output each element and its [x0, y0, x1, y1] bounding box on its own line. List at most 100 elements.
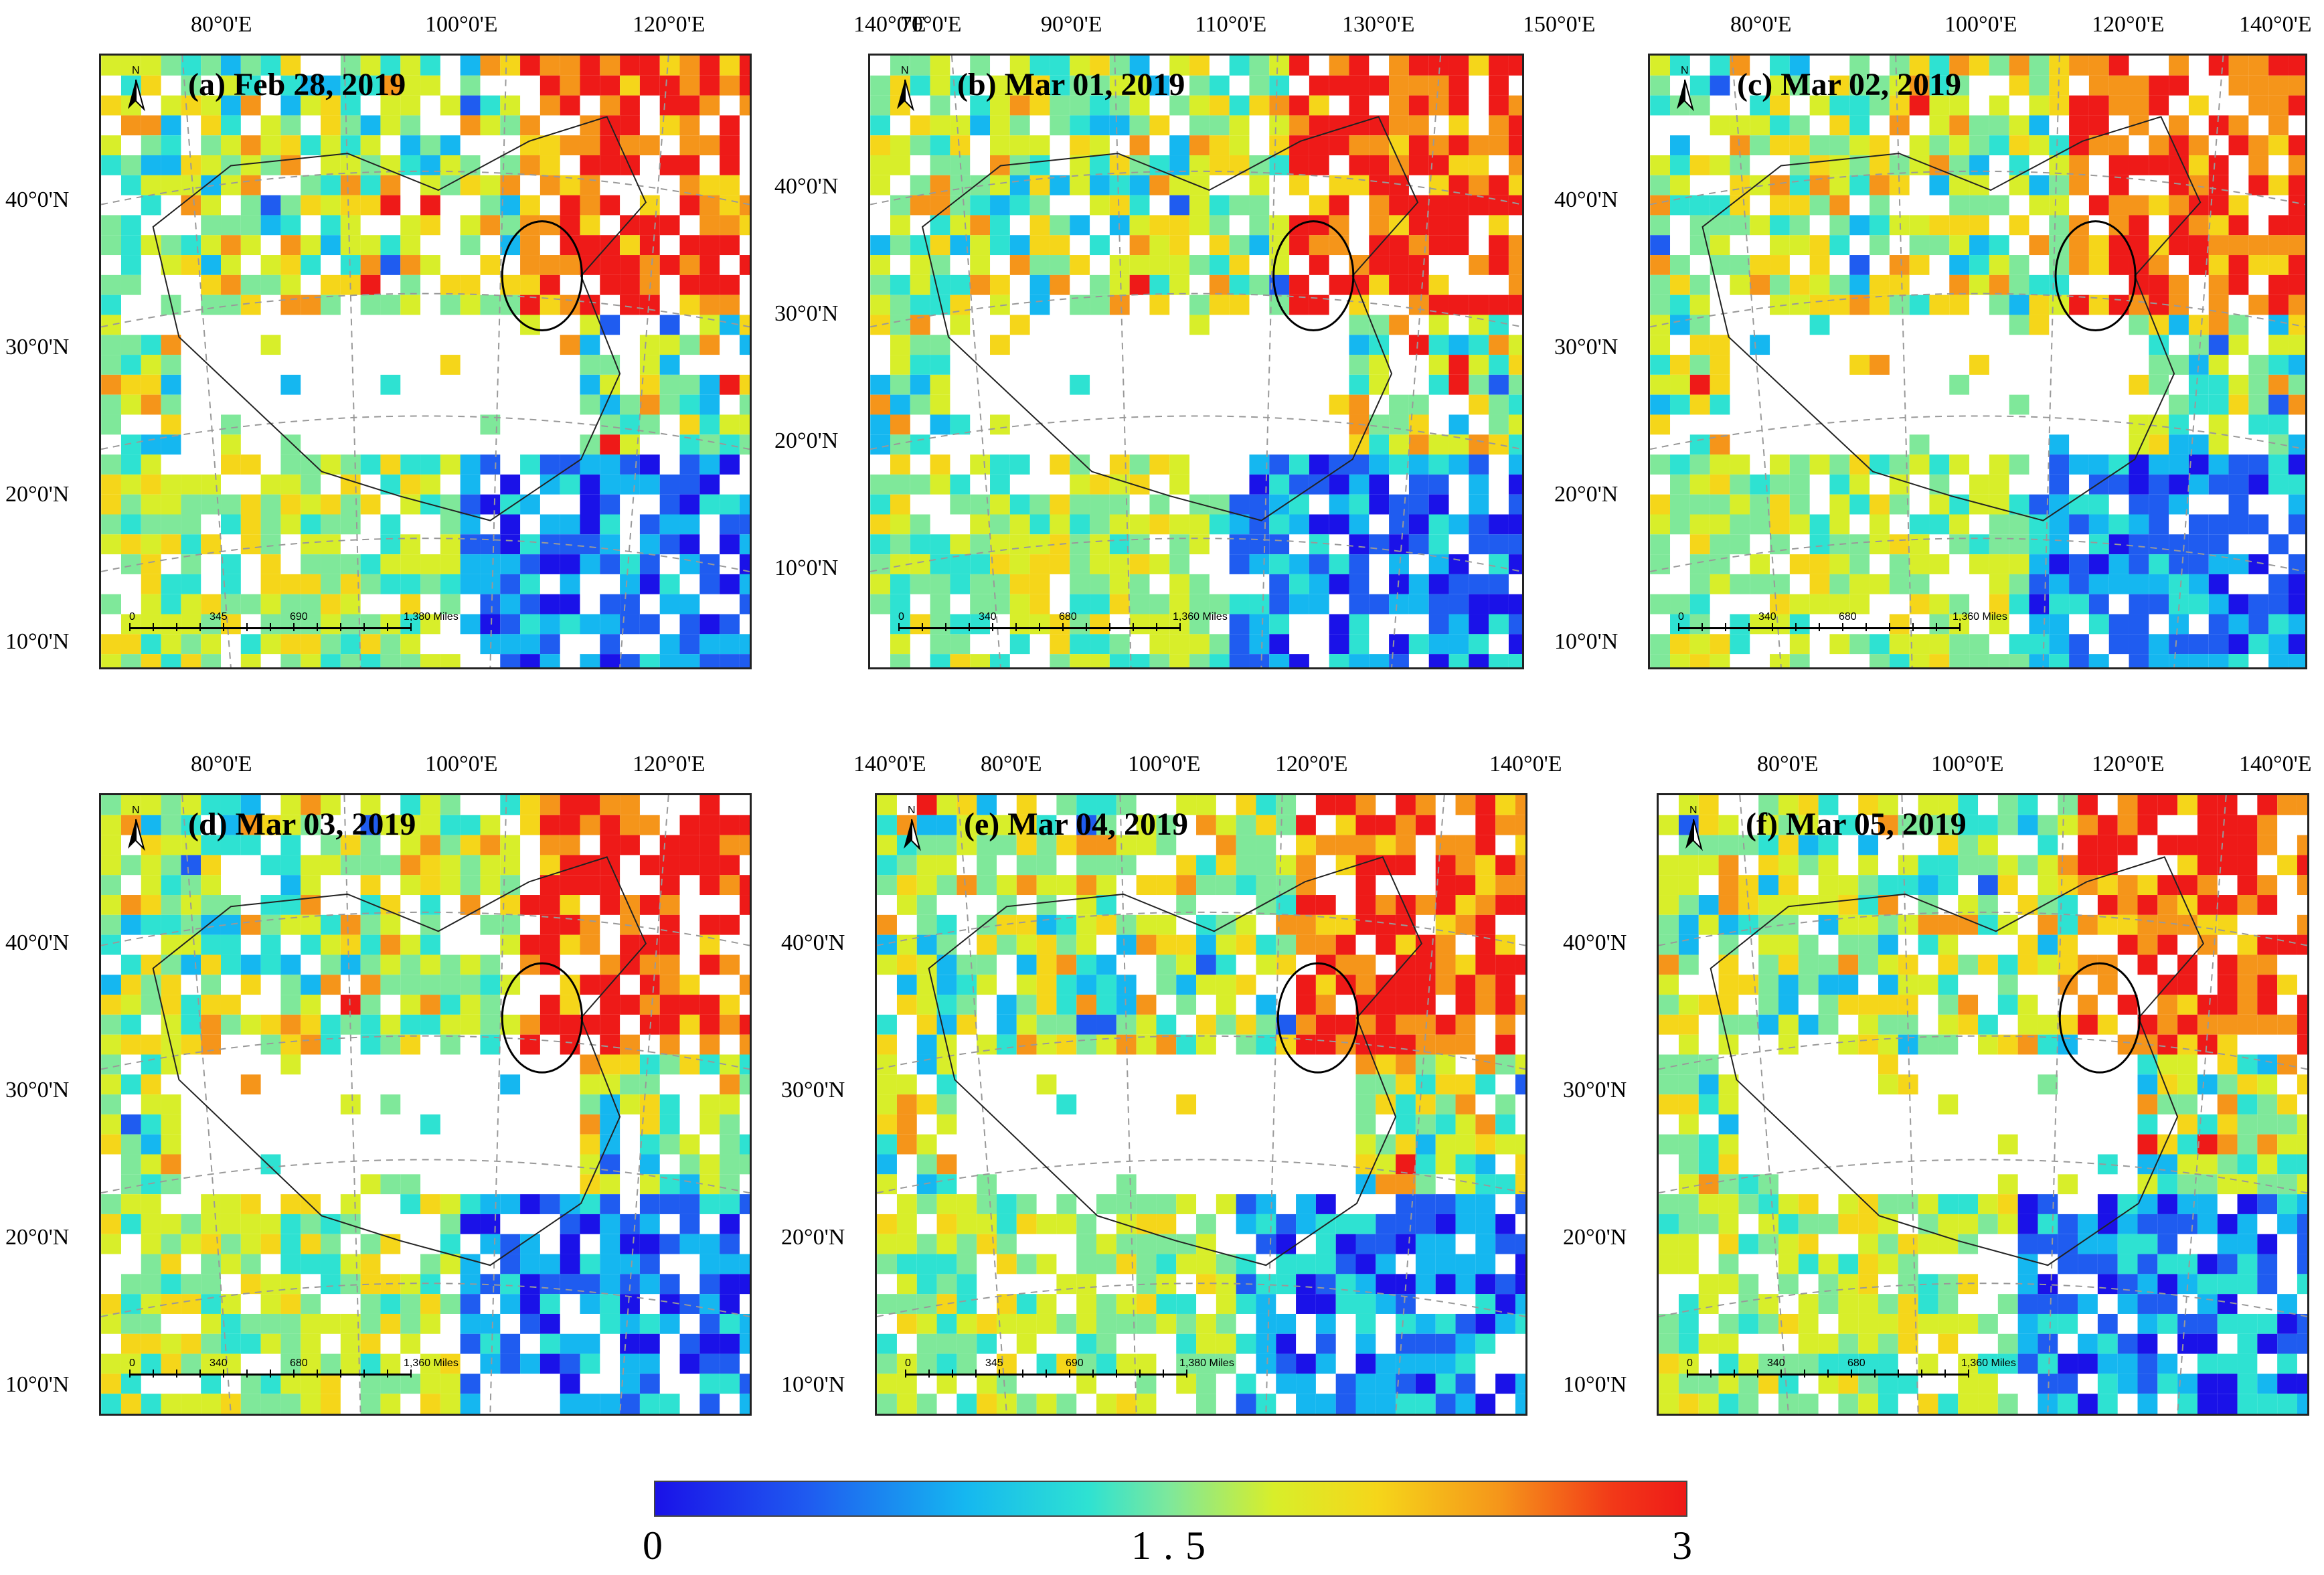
aod-pixel: [1678, 1333, 1699, 1354]
aod-pixel: [1997, 995, 2018, 1015]
aod-pixel: [1070, 95, 1090, 116]
aod-pixel: [161, 614, 181, 635]
aod-pixel: [996, 995, 1017, 1015]
aod-pixel: [950, 654, 971, 667]
aod-pixel: [2088, 514, 2109, 535]
aod-pixel: [739, 374, 750, 395]
aod-pixel: [540, 255, 560, 275]
aod-pixel: [460, 1254, 481, 1274]
aod-pixel: [890, 355, 910, 375]
aod-pixel: [1829, 274, 1850, 295]
latitude-label: 40°0'N: [5, 187, 70, 212]
aod-pixel: [500, 654, 521, 667]
aod-pixel: [2268, 56, 2289, 76]
aod-pixel: [1415, 975, 1436, 995]
aod-pixel: [1670, 135, 1690, 156]
aod-pixel: [2277, 934, 2297, 955]
aod-pixel: [1256, 1313, 1276, 1334]
aod-pixel: [520, 1313, 540, 1334]
aod-pixel: [2137, 1114, 2158, 1135]
aod-pixel: [2237, 815, 2258, 835]
longitude-label: 120°0'E: [1275, 752, 1348, 776]
aerosol-pixel-map: [1650, 56, 2305, 667]
aod-pixel: [400, 1294, 421, 1314]
aod-pixel: [1256, 1294, 1276, 1314]
aod-pixel: [141, 56, 161, 76]
aod-pixel: [699, 274, 720, 295]
aod-pixel: [1090, 554, 1110, 574]
aod-pixel: [1469, 654, 1489, 667]
longitude-label: 140°0'E: [2239, 12, 2312, 37]
aod-pixel: [1789, 295, 1810, 315]
aod-pixel: [1389, 195, 1409, 216]
aod-pixel: [1969, 115, 1989, 136]
aod-pixel: [201, 115, 222, 136]
aod-pixel: [699, 1234, 720, 1254]
aod-pixel: [1495, 955, 1515, 975]
aod-pixel: [2188, 215, 2209, 236]
aod-pixel: [2129, 634, 2149, 655]
aod-pixel: [1329, 135, 1349, 156]
aod-pixel: [1016, 1194, 1037, 1214]
latitude-label: 30°0'N: [1554, 335, 1618, 359]
aod-pixel: [1249, 454, 1270, 475]
aod-pixel: [977, 875, 997, 896]
aod-pixel: [580, 614, 600, 635]
aod-pixel: [2117, 835, 2138, 855]
aod-pixel: [380, 634, 401, 655]
aod-pixel: [1849, 594, 1870, 614]
aod-pixel: [2188, 554, 2209, 574]
aod-pixel: [120, 995, 141, 1015]
aod-pixel: [1455, 1374, 1476, 1394]
aod-pixel: [1469, 634, 1489, 655]
aod-pixel: [2257, 895, 2278, 915]
aod-pixel: [360, 995, 381, 1015]
aod-pixel: [620, 394, 640, 415]
aod-pixel: [1129, 135, 1150, 156]
aod-pixel: [1909, 654, 1930, 667]
aod-pixel: [1009, 56, 1030, 76]
aod-pixel: [2097, 855, 2118, 876]
aod-pixel: [936, 875, 957, 896]
aod-pixel: [2228, 634, 2249, 655]
aod-pixel: [1229, 255, 1250, 275]
aod-pixel: [460, 175, 481, 195]
aod-pixel: [977, 975, 997, 995]
aod-pixel: [480, 255, 501, 275]
aod-pixel: [1508, 195, 1522, 216]
aod-pixel: [360, 1254, 381, 1274]
aod-pixel: [957, 835, 977, 855]
map-panel: N (a) Feb 28, 2019 0 345 690 1,380 Miles: [99, 54, 752, 669]
latitude-label: 40°0'N: [774, 174, 839, 199]
aod-pixel: [1455, 995, 1476, 1015]
aod-pixel: [890, 534, 910, 555]
aod-pixel: [141, 1114, 161, 1135]
aod-pixel: [1156, 975, 1177, 995]
aod-pixel: [2277, 1333, 2297, 1354]
aod-pixel: [1659, 1353, 1679, 1374]
aod-pixel: [679, 1333, 700, 1354]
aod-pixel: [1750, 115, 1770, 136]
aod-pixel: [1408, 155, 1429, 175]
aod-pixel: [916, 855, 937, 876]
aod-pixel: [1698, 995, 1719, 1015]
aod-pixel: [1376, 1214, 1396, 1234]
aod-pixel: [1408, 474, 1429, 495]
aod-pixel: [2017, 1234, 2038, 1254]
aod-pixel: [2009, 494, 2029, 515]
aod-pixel: [2169, 315, 2189, 335]
aod-pixel: [1176, 875, 1197, 896]
aod-pixel: [1670, 614, 1690, 635]
aod-pixel: [1408, 56, 1429, 76]
longitude-graticule: [1391, 56, 1442, 667]
latitude-graticule: [870, 170, 1522, 205]
aod-pixel: [240, 95, 261, 116]
aod-pixel: [659, 494, 680, 515]
latitude-graticule: [1650, 293, 2305, 328]
aod-pixel: [1650, 274, 1671, 295]
aod-pixel: [1196, 1034, 1216, 1055]
aod-pixel: [221, 494, 241, 515]
aod-pixel: [2257, 1254, 2278, 1274]
aod-pixel: [1909, 514, 1930, 535]
aod-pixel: [1109, 274, 1130, 295]
